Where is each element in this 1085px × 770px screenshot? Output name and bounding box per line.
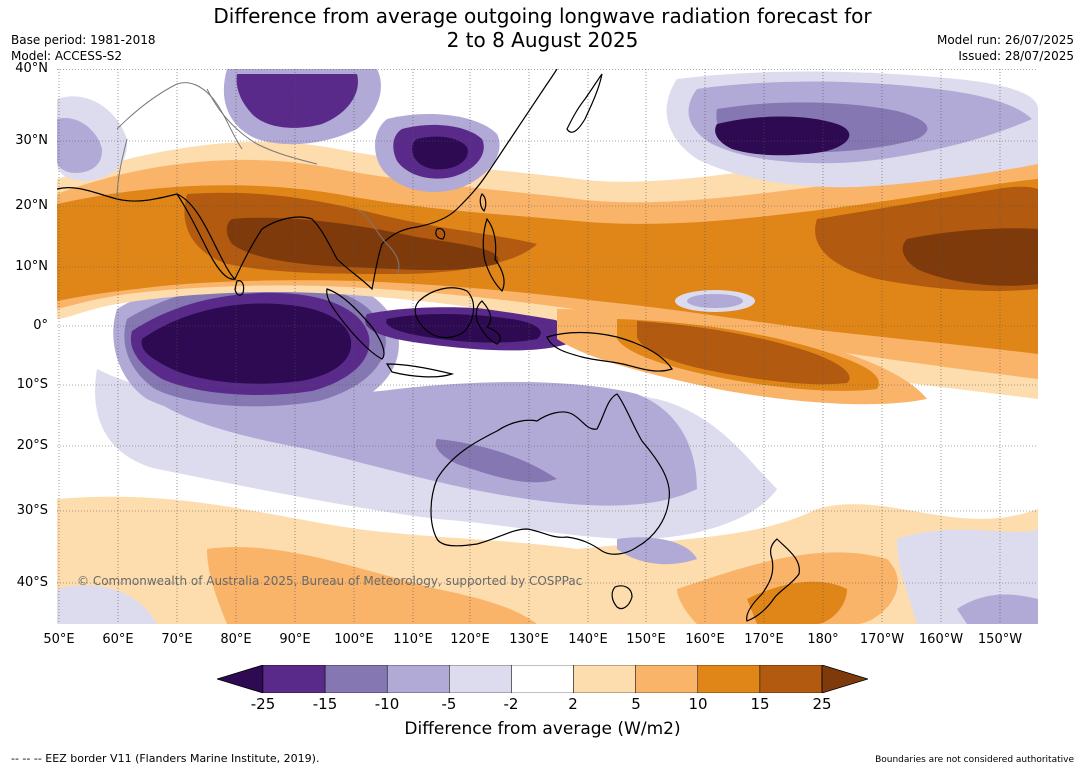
colorbar-tick: 25 (812, 695, 832, 713)
lon-label: 90°E (279, 632, 311, 647)
colorbar-segment (697, 665, 761, 693)
model-name: Model: ACCESS-S2 (11, 49, 123, 63)
anomaly-region (236, 74, 358, 128)
australia-outline (430, 393, 670, 555)
meta-right: Model run: 26/07/2025 Issued: 28/07/2025 (937, 32, 1074, 64)
anomaly-region (226, 217, 499, 271)
meta-left: Base period: 1981-2018 Model: ACCESS-S2 (11, 32, 156, 64)
asia-coastline (57, 69, 558, 291)
colorbar-segment (511, 665, 574, 693)
lon-label: 130°E (509, 632, 549, 647)
anomaly-region (715, 116, 850, 156)
sumatra-outline (326, 288, 385, 360)
colorbar-tick: -5 (441, 695, 457, 713)
anomaly-region (637, 321, 850, 385)
colorbar-segment (449, 665, 512, 693)
colorbar-segment (573, 665, 636, 693)
lon-label: 60°E (102, 632, 134, 647)
title-line-2: 2 to 8 August 2025 (446, 28, 639, 52)
colorbar-tick: 15 (750, 695, 770, 713)
lon-label: 120°E (450, 632, 490, 647)
copyright-notice: © Commonwealth of Australia 2025, Bureau… (77, 574, 583, 588)
anomaly-region (617, 537, 697, 565)
colorbar-segment (386, 665, 450, 693)
colorbar-tick: -25 (250, 695, 276, 713)
map-title: Difference from average outgoing longwav… (0, 4, 1085, 52)
japan-outline (566, 73, 603, 133)
lat-label: 10°N (15, 259, 48, 274)
anomaly-region (747, 581, 847, 624)
boundaries-note: Boundaries are not considered authoritat… (875, 755, 1074, 765)
lon-label: 170°E (744, 632, 784, 647)
lat-label: 0° (33, 318, 48, 333)
lon-label: 100°E (334, 632, 374, 647)
anomaly-region (141, 303, 352, 384)
borneo-outline (414, 287, 475, 339)
country-borders (116, 82, 400, 275)
sulawesi-outline (475, 300, 501, 345)
lon-label: 110°E (393, 632, 433, 647)
colorbar-segment (262, 665, 326, 693)
lon-label: 80°E (220, 632, 252, 647)
java-outline (385, 363, 455, 378)
colorbar-tick: -15 (312, 695, 338, 713)
colorbar-segment (324, 665, 388, 693)
lon-label: 160°E (685, 632, 725, 647)
sri-lanka-outline (234, 280, 245, 296)
colorbar-tick: 10 (688, 695, 708, 713)
colorbar-tick: 5 (631, 695, 641, 713)
anomaly-region (687, 294, 743, 308)
anomaly-region (957, 594, 1038, 624)
anomaly-region (207, 547, 537, 624)
lat-label: 20°S (16, 438, 48, 453)
colorbar-segment (759, 665, 823, 693)
lat-label: 40°S (16, 575, 48, 590)
colorbar (217, 665, 868, 693)
lon-label: 150°E (626, 632, 666, 647)
lon-label: 70°E (161, 632, 193, 647)
taiwan-outline (479, 193, 487, 213)
anomaly-map (57, 69, 1038, 624)
lat-label: 30°S (16, 503, 48, 518)
colorbar-tick: -2 (503, 695, 519, 713)
hainan-outline (435, 228, 446, 240)
lon-label: 180° (807, 632, 839, 647)
graticule-meridians (58, 69, 1001, 624)
anomaly-region (57, 585, 157, 624)
india-coastline (176, 193, 236, 280)
colorbar-tick: -10 (374, 695, 400, 713)
colorbar-tick: 2 (568, 695, 578, 713)
lon-label: 150°W (977, 632, 1023, 647)
colorbar-high-arrow (821, 665, 868, 693)
anomaly-region (57, 118, 103, 173)
anomaly-region (386, 314, 541, 343)
tasmania-outline (611, 585, 633, 610)
lon-label: 140°E (568, 632, 608, 647)
model-run: Model run: 26/07/2025 (936, 33, 1074, 47)
anomaly-region (412, 136, 468, 170)
lat-label: 20°N (15, 198, 48, 213)
philippines-outline (482, 217, 505, 293)
anomaly-region (435, 439, 557, 483)
base-period: Base period: 1981-2018 (11, 33, 156, 47)
new-guinea-outline (546, 331, 673, 372)
lon-label: 50°E (43, 632, 75, 647)
eez-note: -- -- -- EEZ border V11 (Flanders Marine… (11, 752, 320, 765)
lat-label: 30°N (15, 133, 48, 148)
lat-label: 40°N (15, 61, 48, 76)
title-line-1: Difference from average outgoing longwav… (213, 4, 872, 28)
new-zealand-outline (746, 538, 800, 622)
lat-label: 10°S (16, 377, 48, 392)
issued-date: Issued: 28/07/2025 (958, 49, 1074, 63)
lon-label: 160°W (918, 632, 964, 647)
anomaly-region (902, 228, 1038, 286)
colorbar-title: Difference from average (W/m2) (404, 719, 681, 739)
lon-label: 170°W (859, 632, 905, 647)
colorbar-low-arrow (217, 665, 264, 693)
map-canvas (57, 69, 1038, 624)
colorbar-segment (635, 665, 699, 693)
